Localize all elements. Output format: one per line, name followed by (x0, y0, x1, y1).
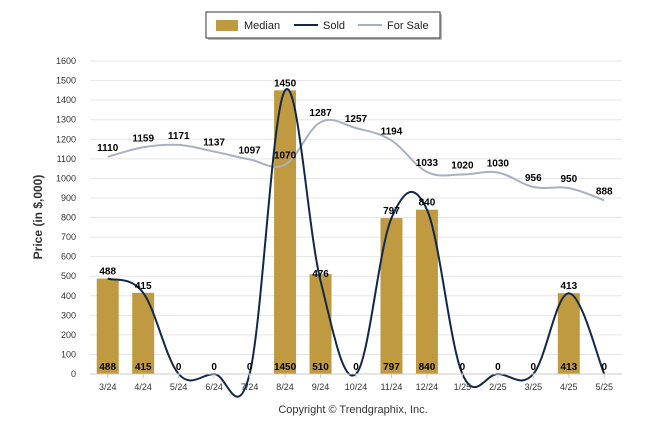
y-tick-label: 600 (61, 252, 76, 262)
y-tick-label: 300 (61, 310, 76, 320)
x-tick-label: 2/25 (489, 382, 507, 392)
x-tick-label: 9/24 (312, 382, 330, 392)
x-tick-label: 5/25 (596, 382, 614, 392)
legend-box (205, 11, 441, 39)
median-value-label: 0 (460, 362, 466, 373)
data-labels: 488 415 0 0 0 1450 510 0 797 840 0 0 0 413 0 488 415 1450… (97, 78, 613, 373)
x-tick-label: 6/24 (205, 382, 223, 392)
x-tick-label: 12/24 (416, 382, 439, 392)
median-value-label: 1450 (274, 362, 297, 373)
for-sale-value-label: 950 (560, 174, 577, 185)
y-tick-label: 100 (61, 349, 76, 359)
for-sale-value-label: 888 (596, 186, 613, 197)
x-tick-label: 3/24 (99, 382, 117, 392)
bar (415, 209, 438, 374)
y-tick-label: 200 (61, 330, 76, 340)
for-sale-value-label: 1137 (203, 138, 225, 149)
for-sale-value-label: 956 (525, 173, 542, 184)
y-tick-label: 700 (61, 232, 76, 242)
y-tick-label: 400 (61, 291, 76, 301)
median-value-label: 0 (247, 362, 253, 373)
y-tick-label: 1500 (56, 76, 76, 86)
x-tick-label: 8/24 (276, 382, 294, 392)
bar (557, 293, 580, 374)
legend-median-swatch (216, 20, 238, 31)
median-value-label: 0 (353, 362, 359, 373)
median-value-label: 415 (135, 362, 152, 373)
x-tick-label: 4/24 (134, 382, 152, 392)
legend-median-label: Median (244, 20, 280, 32)
for-sale-line (107, 118, 605, 202)
y-tick-label: 1100 (57, 154, 76, 164)
for-sale-value-label: 1097 (238, 145, 261, 156)
for-sale-value-label: 1194 (381, 126, 403, 137)
sold-value-label: 840 (419, 198, 436, 209)
legend-sold-label: Sold (323, 20, 345, 32)
for-sale-value-label: 1033 (416, 158, 439, 169)
x-tick-label: 4/25 (560, 382, 578, 392)
median-value-label: 413 (560, 362, 577, 373)
bar (309, 274, 332, 374)
x-tick-label: 1/25 (454, 382, 472, 392)
median-value-label: 0 (211, 362, 217, 373)
y-tick-label: 1000 (56, 173, 76, 183)
x-tick-label: 10/24 (345, 382, 368, 392)
for-sale-value-label: 1030 (487, 159, 510, 170)
median-value-label: 0 (531, 362, 537, 373)
legend-for-sale-label: For Sale (387, 20, 429, 32)
sold-value-label: 1450 (274, 78, 297, 89)
y-tick-label: 800 (61, 213, 76, 223)
median-value-label: 0 (176, 362, 182, 373)
for-sale-value-label: 1020 (451, 160, 474, 171)
median-value-label: 0 (495, 362, 501, 373)
for-sale-value-label: 1257 (345, 114, 368, 125)
bar (132, 292, 155, 374)
median-value-label: 797 (383, 362, 400, 373)
for-sale-value-label: 1287 (309, 108, 332, 119)
y-tick-label: 900 (61, 193, 76, 203)
y-tick-label: 500 (61, 271, 76, 281)
grid-lines (90, 60, 622, 375)
y-tick-label: 1400 (56, 95, 76, 105)
sold-value-label: 413 (560, 281, 577, 292)
bar (274, 90, 297, 374)
y-axis-label: Price (in $,000) (31, 175, 45, 260)
x-tick-label: 5/24 (170, 382, 188, 392)
legend: Median Sold For Sale (205, 11, 442, 40)
x-tick-label: 11/24 (381, 382, 403, 392)
y-tick-label: 1600 (56, 56, 76, 66)
axes: 0 100 200 300 400 500 600 700 800 900 1000 1100 1200… (56, 56, 622, 392)
copyright: Copyright © Trendgraphix, Inc. (278, 404, 427, 416)
bar (96, 278, 119, 374)
for-sale-value-label: 1110 (97, 143, 119, 154)
y-tick-label: 0 (71, 369, 76, 379)
sold-value-label: 797 (383, 206, 400, 217)
for-sale-value-label: 1070 (274, 151, 297, 162)
sold-value-label: 415 (135, 281, 152, 292)
y-tick-label: 1300 (56, 115, 76, 125)
sold-value-label: 488 (99, 267, 116, 278)
median-value-label: 488 (99, 362, 116, 373)
bar (380, 218, 403, 374)
x-tick-label: 3/25 (525, 382, 543, 392)
y-tick-label: 1200 (56, 134, 76, 144)
median-value-label: 840 (419, 362, 436, 373)
x-tick-label: 7/24 (241, 382, 259, 392)
median-value-label: 510 (312, 362, 329, 373)
for-sale-value-label: 1171 (168, 131, 190, 142)
sold-value-label: 476 (312, 269, 329, 280)
median-value-label: 0 (601, 362, 607, 373)
for-sale-value-label: 1159 (132, 133, 154, 144)
